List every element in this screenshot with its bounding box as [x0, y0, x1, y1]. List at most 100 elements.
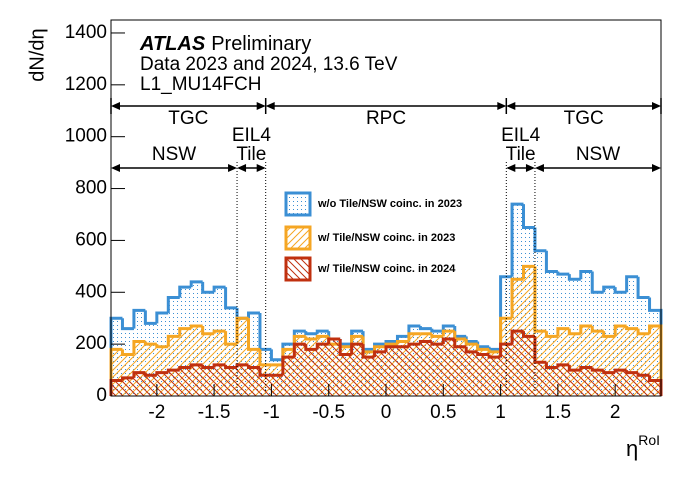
bin-outline — [499, 316, 513, 352]
bin-fill — [225, 367, 238, 396]
bin-fill — [305, 349, 318, 396]
bin-outline — [224, 287, 238, 310]
bin-outline — [567, 364, 581, 372]
bin-fill — [386, 346, 398, 396]
bin-fill — [179, 367, 192, 396]
bin-fill — [202, 333, 215, 396]
bin-outline — [522, 264, 535, 280]
annotation: L1_MU14FCH — [140, 74, 261, 95]
bin-outline — [407, 332, 421, 342]
bin-outline — [304, 344, 318, 351]
bin-outline — [613, 287, 627, 294]
y-tick-label: 400 — [75, 281, 107, 302]
bin-fill — [237, 364, 249, 396]
bin-fill — [512, 331, 524, 396]
bin-outline — [384, 345, 398, 352]
bin-fill — [111, 349, 123, 396]
bin-fill — [133, 372, 146, 396]
bin-outline — [395, 340, 409, 345]
bin-outline — [212, 329, 226, 334]
bin-outline — [510, 277, 524, 319]
bin-outline — [189, 363, 203, 368]
bin-outline — [476, 351, 490, 357]
bin-fill — [626, 328, 639, 396]
bin-outline — [602, 331, 616, 338]
bin-outline — [453, 338, 467, 349]
bin-outline — [636, 276, 650, 299]
bin-fill — [534, 362, 547, 396]
y-axis-label: dN/dη — [26, 28, 48, 81]
region-label: EIL4 — [501, 125, 541, 146]
bin-outline — [281, 355, 295, 376]
bin-outline — [120, 318, 134, 331]
bin-fill — [557, 364, 570, 396]
bin-fill — [569, 333, 581, 396]
bin-fill — [603, 336, 616, 396]
bin-outline — [395, 334, 409, 342]
bin-outline — [315, 329, 329, 334]
bin-fill — [466, 351, 478, 396]
bin-outline — [441, 337, 455, 345]
bin-fill — [340, 354, 352, 396]
bin-outline — [258, 349, 272, 367]
bin-outline — [143, 310, 157, 325]
bin-outline — [132, 308, 146, 329]
bin-outline — [556, 327, 570, 337]
bin-outline — [544, 362, 558, 369]
bin-outline — [613, 324, 627, 337]
x-tick-label: 0.5 — [430, 402, 456, 423]
bin-fill — [374, 351, 386, 396]
bin-fill — [237, 318, 249, 396]
bin-fill — [214, 364, 226, 396]
bin-fill — [580, 325, 593, 396]
bin-outline — [510, 329, 524, 345]
bin-outline — [143, 372, 157, 377]
bin-outline — [636, 328, 650, 336]
bin-fill — [248, 367, 260, 396]
bin-outline — [625, 325, 639, 331]
bin-fill — [569, 370, 581, 396]
bin-outline — [590, 367, 604, 372]
bin-fill — [443, 338, 455, 396]
x-tick-label: -0.5 — [312, 402, 345, 423]
bin-outline — [178, 285, 192, 298]
y-tick-label: 0 — [96, 385, 107, 406]
bin-outline — [441, 324, 455, 332]
bin-fill — [168, 370, 180, 396]
bin-fill — [408, 344, 421, 396]
bin-outline — [602, 285, 616, 293]
bin-outline — [464, 338, 478, 346]
bin-outline — [350, 342, 364, 355]
atlas-status: Preliminary — [211, 33, 311, 55]
bin-fill — [626, 372, 639, 396]
bin-outline — [430, 341, 444, 346]
bin-outline — [189, 324, 203, 329]
legend-swatch — [284, 191, 312, 217]
bin-outline — [189, 280, 203, 288]
bin-outline — [166, 295, 180, 314]
bin-fill — [615, 370, 627, 396]
bin-outline — [533, 266, 547, 333]
bin-fill — [179, 328, 192, 396]
bin-fill — [259, 375, 272, 396]
bin-fill — [534, 250, 547, 396]
bin-outline — [155, 311, 169, 324]
bin-fill — [592, 331, 604, 396]
bin-outline — [338, 338, 352, 357]
bin-fill — [397, 346, 409, 396]
bin-outline — [636, 372, 650, 377]
bin-outline — [212, 285, 226, 293]
arrow-head — [506, 164, 535, 172]
bin-outline — [155, 344, 169, 349]
bin-outline — [544, 250, 558, 274]
bin-fill — [638, 375, 650, 396]
bin-fill — [615, 325, 627, 396]
bin-fill — [191, 364, 203, 396]
bin-fill — [603, 372, 616, 396]
legend-swatch — [284, 256, 312, 282]
y-tick-label: 1200 — [65, 74, 107, 95]
x-tick-label: -2 — [148, 402, 165, 423]
bin-fill — [546, 271, 558, 396]
bin-outline — [499, 342, 513, 358]
